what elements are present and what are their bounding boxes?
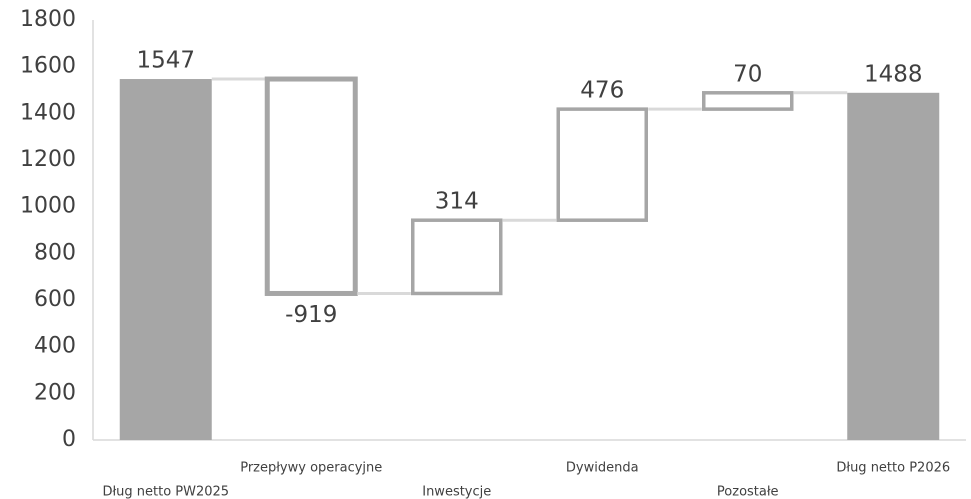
value-label: 314 [435, 189, 479, 215]
y-tick-label: 1200 [20, 147, 76, 172]
value-label: -919 [285, 302, 337, 328]
y-tick-label: 1800 [20, 7, 76, 32]
value-label: 70 [733, 61, 762, 87]
y-tick-label: 400 [34, 334, 76, 359]
y-tick-label: 200 [34, 380, 76, 405]
delta-bar [702, 91, 794, 111]
value-label: 476 [580, 78, 624, 104]
y-tick-label: 1600 [20, 54, 76, 79]
y-tick-label: 600 [34, 287, 76, 312]
x-tick-label: Dywidenda [566, 461, 639, 476]
y-tick-label: 1400 [20, 100, 76, 125]
y-tick-label: 1000 [20, 194, 76, 219]
x-tick-label: Dług netto PW2025 [102, 485, 229, 499]
x-tick-label: Przepływy operacyjne [240, 461, 382, 476]
y-tick-label: 0 [62, 427, 76, 452]
y-tick-label: 800 [34, 240, 76, 265]
total-bar [119, 79, 212, 441]
value-label: 1488 [864, 61, 923, 87]
x-tick-label: Dług netto P2026 [836, 461, 950, 476]
total-bar [847, 92, 940, 441]
x-tick-label: Inwestycje [422, 485, 491, 499]
delta-bar [556, 107, 648, 222]
delta-bar [264, 76, 358, 296]
delta-bar [411, 218, 503, 296]
x-tick-label: Pozostałe [717, 485, 779, 499]
value-label: 1547 [136, 48, 195, 74]
